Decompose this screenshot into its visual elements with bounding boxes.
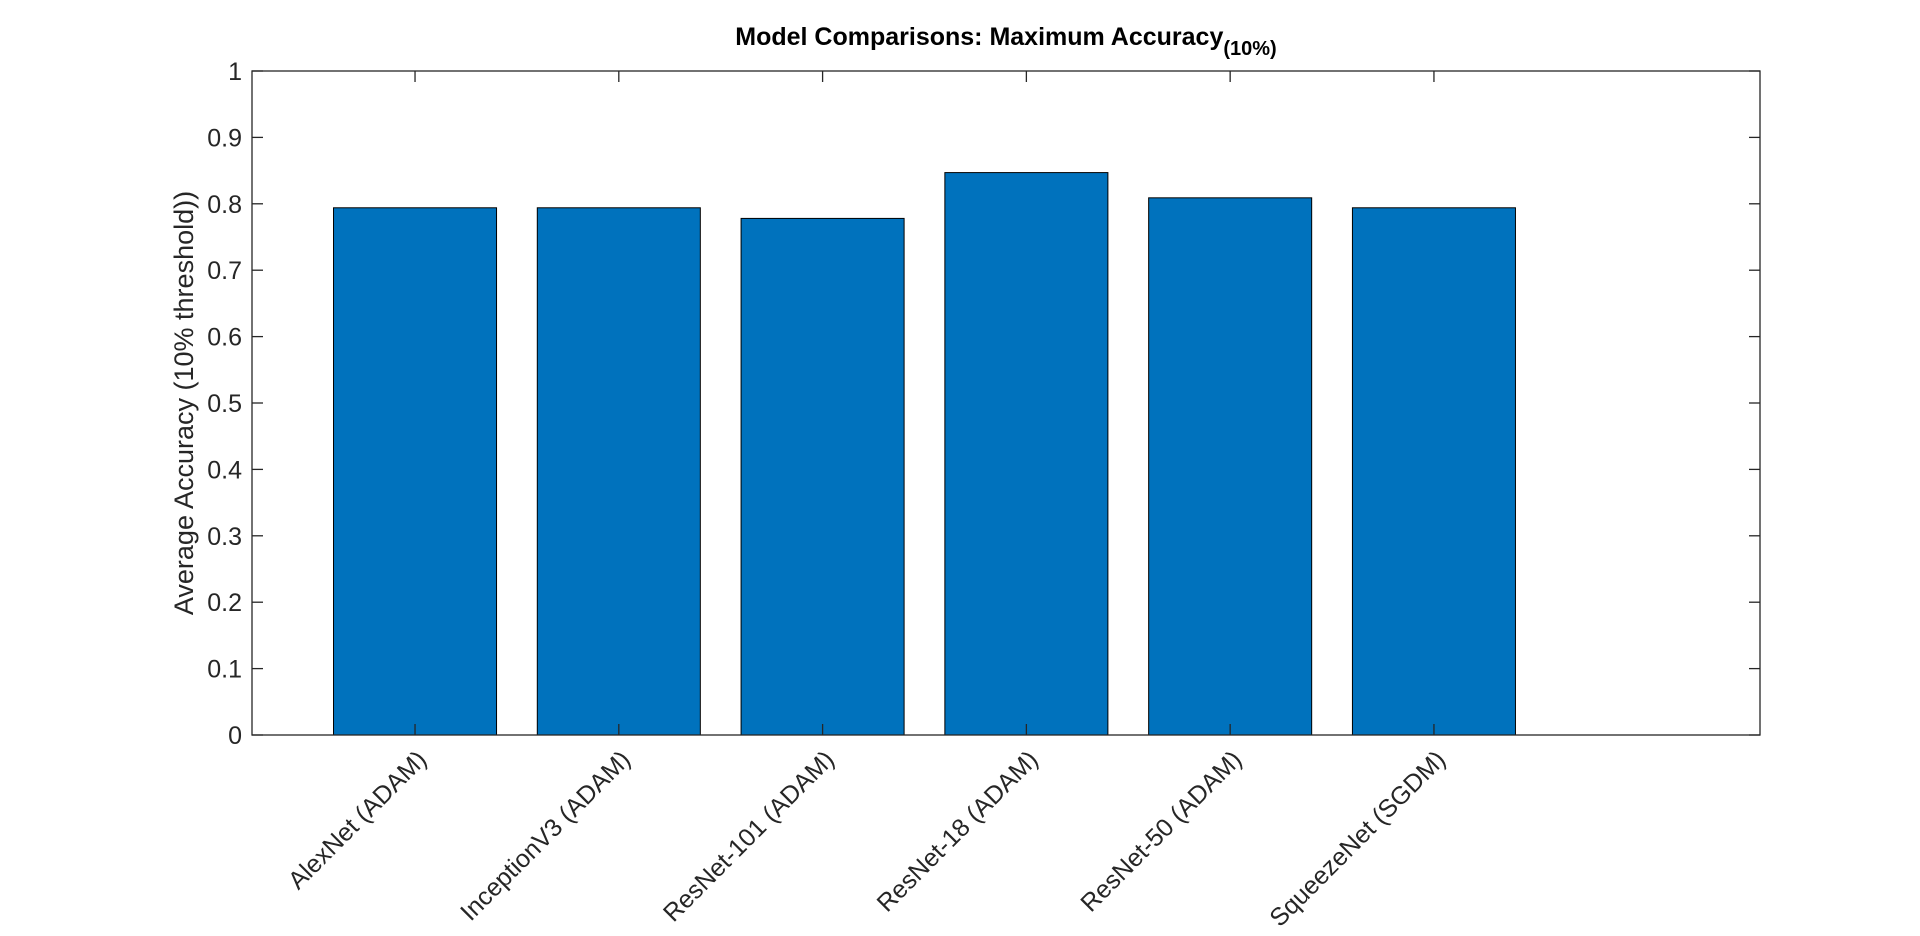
y-tick-label: 0 [228,722,242,750]
ticks-layer [252,70,1760,736]
x-tick-label: AlexNet (ADAM) [283,745,432,894]
y-tick-label: 0.3 [207,523,242,551]
y-tick-label: 0.2 [207,589,242,617]
y-tick-label: 1 [228,58,242,86]
y-tick-label: 0.9 [207,124,242,152]
bar [740,217,905,736]
bar [1148,197,1313,736]
x-tick-label: ResNet-101 (ADAM) [658,745,840,927]
y-tick-label: 0.7 [207,257,242,285]
x-tick-label: InceptionV3 (ADAM) [455,745,636,926]
chart-title-subscript: (10%) [1223,38,1276,60]
chart-title: Model Comparisons: Maximum Accuracy(10%) [735,23,1276,60]
y-tick-label: 0.5 [207,390,242,418]
y-tick-labels: 0 0.1 0.2 0.3 0.4 0.5 0.6 0.7 0.8 0.9 1 [207,58,242,750]
bar [1351,207,1516,736]
bar [944,172,1109,736]
y-tick-label: 0.6 [207,324,242,352]
x-tick-labels: AlexNet (ADAM) InceptionV3 (ADAM) ResNet-1… [283,745,1451,932]
x-tick-label: SqueezeNet (SGDM) [1264,745,1451,932]
bars-layer [333,172,1516,736]
y-tick-label: 0.1 [207,656,242,684]
bar [333,207,498,736]
y-axis-label: Average Accuracy (10% threshold)) [169,191,199,615]
x-tick-label: ResNet-50 (ADAM) [1075,745,1247,917]
y-tick-label: 0.4 [207,456,242,484]
bar [536,207,701,736]
y-tick-label: 0.8 [207,191,242,219]
chart-title-main: Model Comparisons: Maximum Accuracy [735,23,1223,51]
x-tick-label: ResNet-18 (ADAM) [872,745,1044,917]
